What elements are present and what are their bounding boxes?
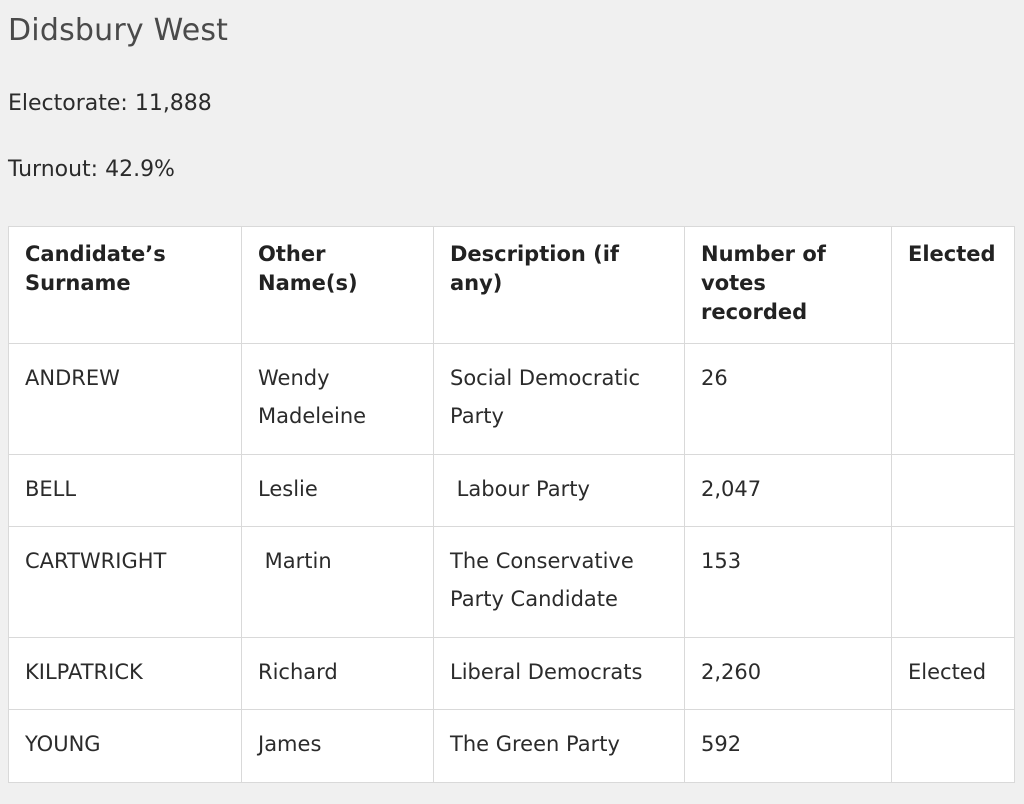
cell-surname: BELL [8,454,242,527]
table-row: YOUNG James The Green Party 592 [8,709,1015,783]
table-row: KILPATRICK Richard Liberal Democrats 2,2… [8,637,1015,710]
header-votes: Number of votes recorded [684,226,892,344]
cell-surname: ANDREW [8,343,242,455]
cell-votes: 26 [684,343,892,455]
cell-votes: 153 [684,526,892,638]
header-description: Description (if any) [433,226,685,344]
cell-votes: 592 [684,709,892,783]
cell-surname: CARTWRIGHT [8,526,242,638]
cell-other-names: Martin [241,526,434,638]
cell-other-names: Richard [241,637,434,710]
cell-elected [891,454,1015,527]
table-header-row: Candidate’s Surname Other Name(s) Descri… [8,226,1015,344]
cell-elected [891,343,1015,455]
cell-votes: 2,047 [684,454,892,527]
cell-description: Labour Party [433,454,685,527]
header-surname: Candidate’s Surname [8,226,242,344]
header-elected: Elected [891,226,1015,344]
table-row: ANDREW Wendy Madeleine Social Democratic… [8,343,1015,455]
cell-description: The Green Party [433,709,685,783]
cell-elected: Elected [891,637,1015,710]
cell-other-names: Wendy Madeleine [241,343,434,455]
cell-elected [891,709,1015,783]
results-table: Candidate’s Surname Other Name(s) Descri… [8,226,1015,783]
cell-other-names: James [241,709,434,783]
cell-description: Liberal Democrats [433,637,685,710]
page-title: Didsbury West [8,13,229,48]
table-row: CARTWRIGHT Martin The Conservative Party… [8,526,1015,638]
cell-surname: YOUNG [8,709,242,783]
cell-surname: KILPATRICK [8,637,242,710]
turnout-stat: Turnout: 42.9% [8,157,175,182]
cell-description: The Conservative Party Candidate [433,526,685,638]
cell-other-names: Leslie [241,454,434,527]
electorate-stat: Electorate: 11,888 [8,91,212,116]
cell-description: Social Democratic Party [433,343,685,455]
cell-votes: 2,260 [684,637,892,710]
table-row: BELL Leslie Labour Party 2,047 [8,454,1015,527]
cell-elected [891,526,1015,638]
header-other-names: Other Name(s) [241,226,434,344]
